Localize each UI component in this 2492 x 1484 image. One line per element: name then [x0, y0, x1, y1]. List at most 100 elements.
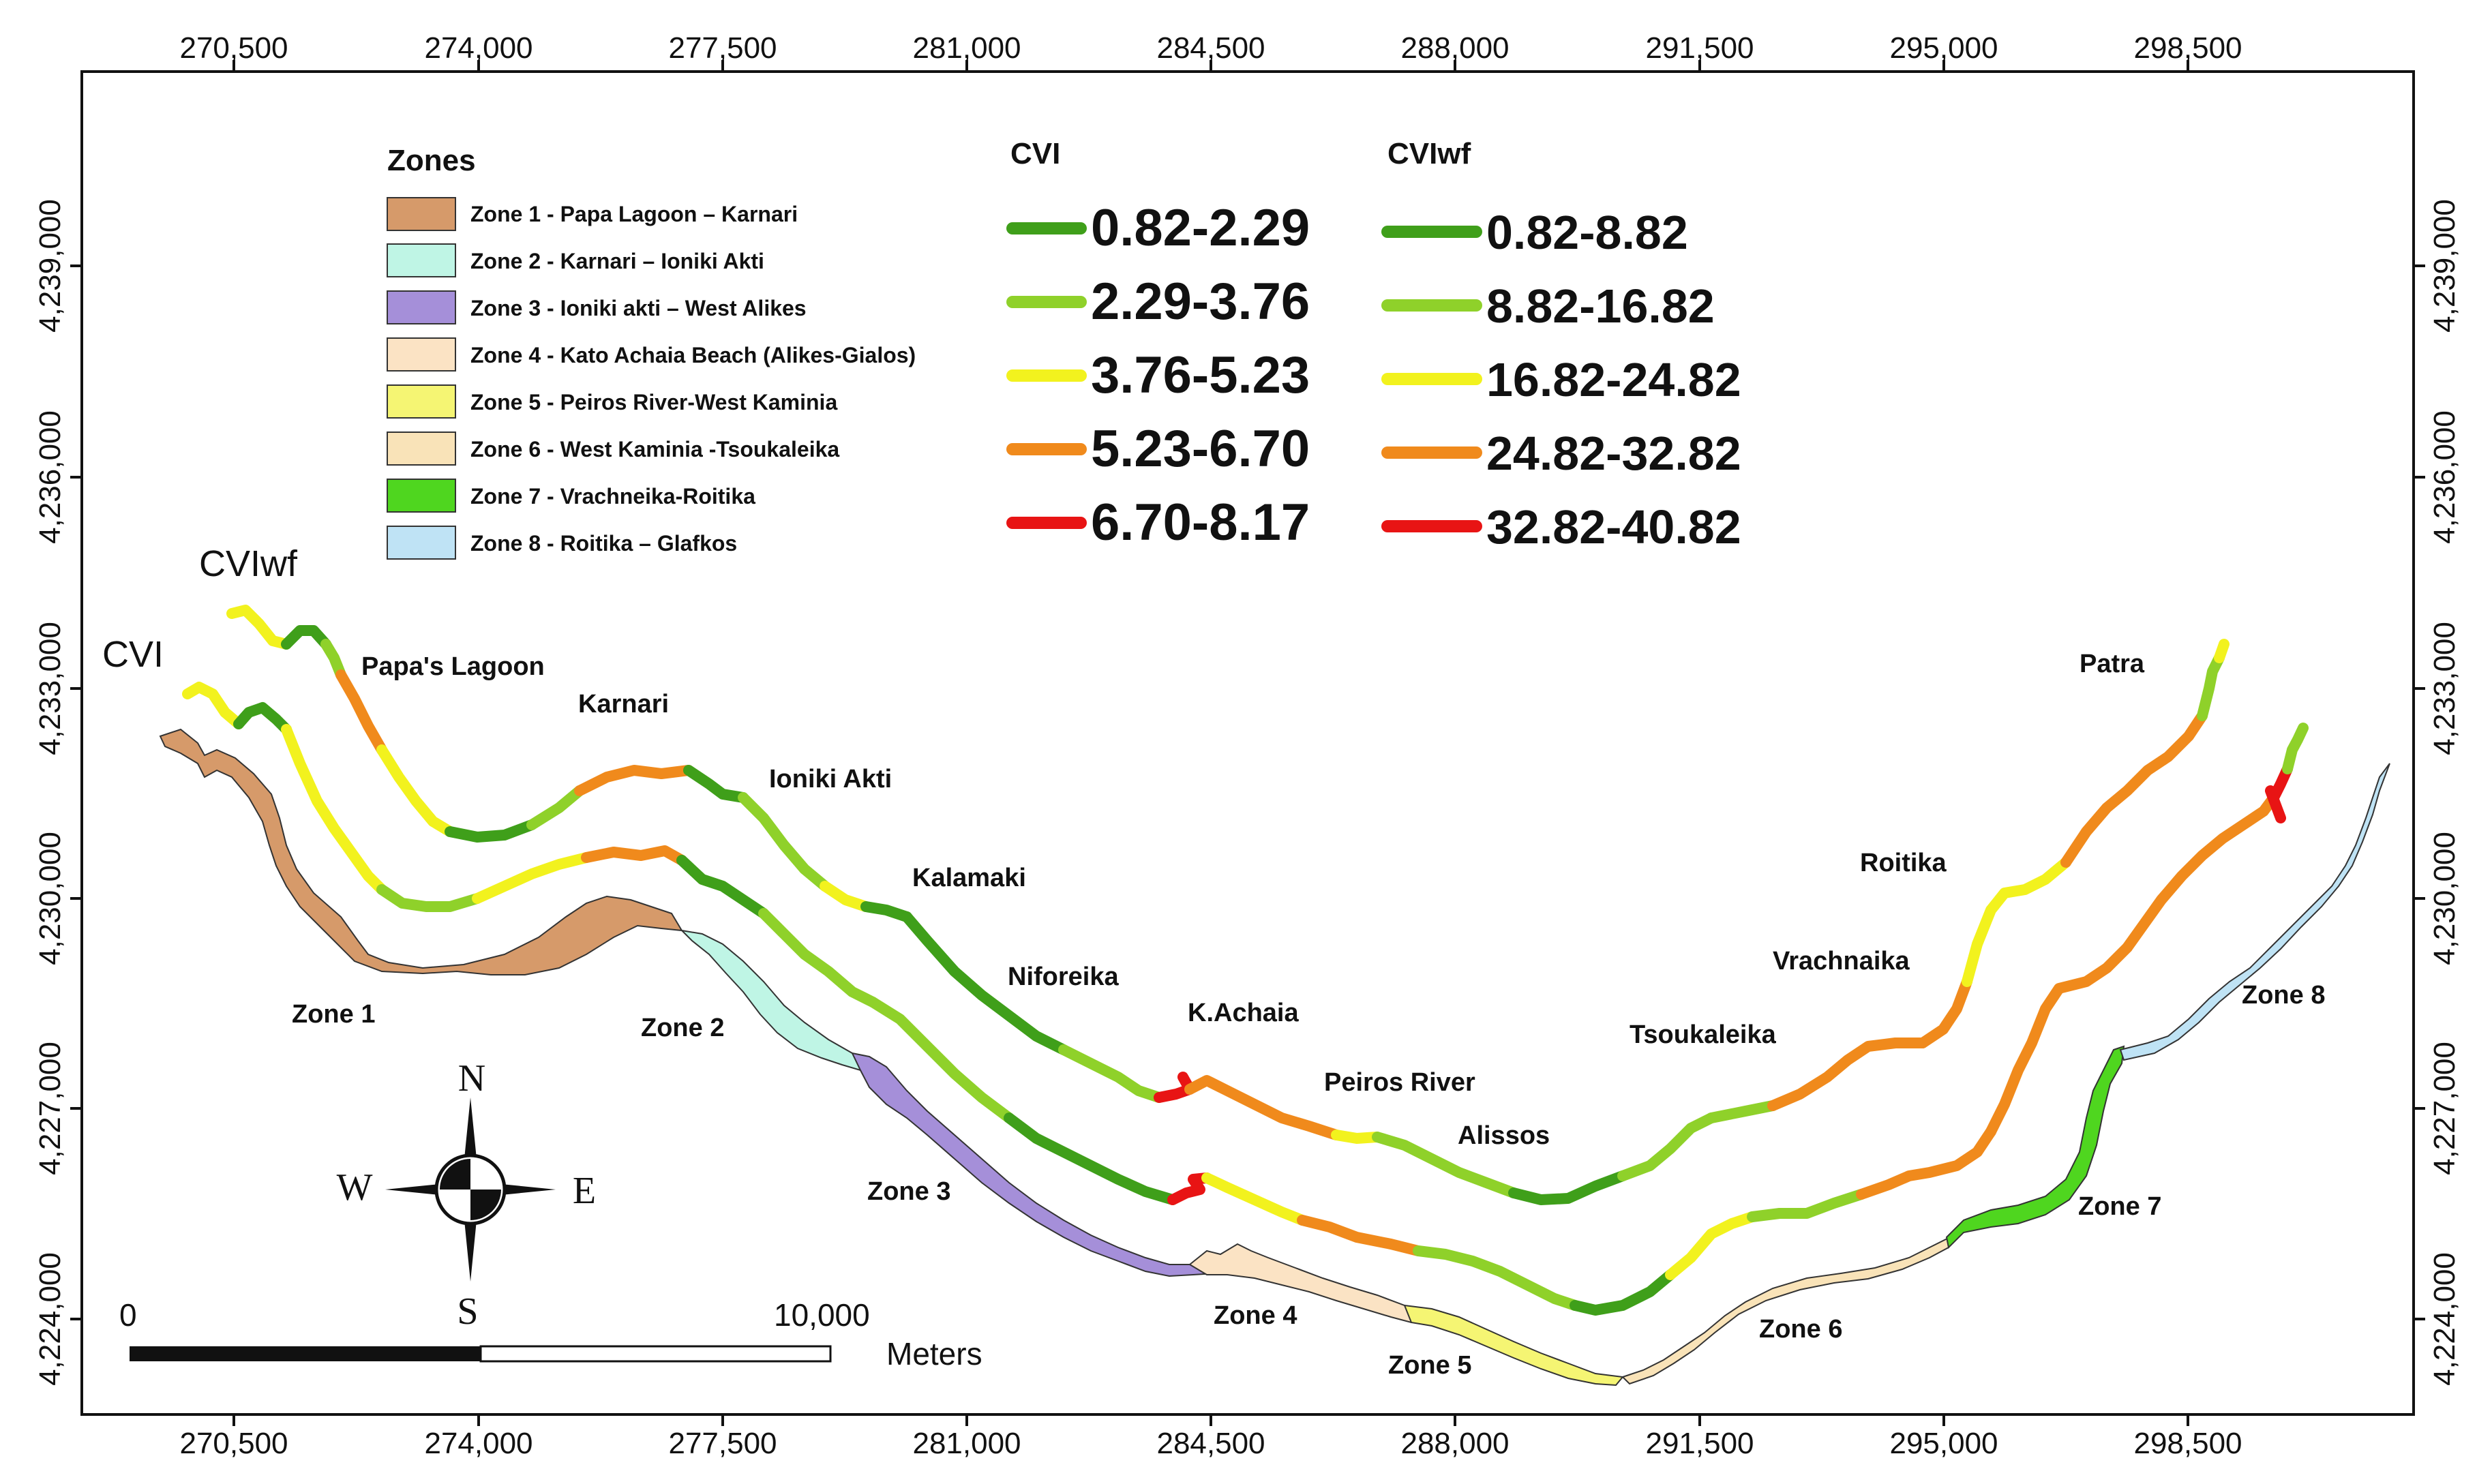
y-tick-right-1: 4,239,000: [2428, 199, 2461, 333]
cviwf-class-4: 24.82-32.82: [1486, 427, 1741, 480]
zone-label-4: Zone 4: [1214, 1301, 1297, 1330]
place-niforeika: Niforeika: [1008, 963, 1119, 991]
cviwf-class-3: 16.82-24.82: [1486, 353, 1741, 406]
x-tick-top-9: 298,500: [2133, 31, 2242, 65]
y-tick-left-4: 4,230,000: [33, 832, 67, 965]
cvi-seg-17: [1747, 1189, 1867, 1222]
x-tick-bottom-6: 288,000: [1400, 1427, 1509, 1460]
zone-3-legend-label: Zone 3 - Ioniki akti – West Alikes: [470, 296, 807, 320]
x-ticks-bottom: [232, 1414, 2189, 1426]
x-tick-top-5: 284,500: [1156, 31, 1265, 65]
cviwf-legend-swatches: [1381, 226, 1482, 532]
place-kalamaki: Kalamaki: [912, 864, 1026, 892]
x-tick-top-8: 295,000: [1889, 31, 1998, 65]
x-tick-bottom-3: 277,500: [668, 1427, 777, 1460]
cvi-seg-22: [2282, 723, 2309, 774]
zones-legend-title: Zones: [387, 144, 476, 177]
cviwf-seg-27: [2214, 639, 2230, 663]
cviwf-seg-23: [1917, 976, 1972, 1048]
cviwf-class-1: 0.82-8.82: [1486, 206, 1688, 259]
cvi-seg-12: [1201, 1172, 1308, 1226]
x-tick-bottom-7: 291,500: [1645, 1427, 1754, 1460]
zone-label-5: Zone 5: [1388, 1351, 1471, 1380]
cvi-seg-18: [1856, 1126, 1996, 1200]
cvi-class-2: 2.29-3.76: [1091, 273, 1310, 331]
cvi-seg-6: [581, 845, 687, 866]
cviwf-seg-16: [1184, 1075, 1342, 1140]
cviwf-seg-6: [445, 819, 537, 843]
cviwf-class-2: 8.82-16.82: [1486, 279, 1715, 333]
cvi-seg-4: [376, 884, 483, 912]
cviwf-line-label: CVIwf: [199, 543, 298, 584]
compass-west-label: W: [337, 1166, 373, 1209]
place-karnari: Karnari: [578, 690, 669, 718]
y-tick-left-1: 4,239,000: [33, 199, 67, 333]
cviwf-seg-15: [1154, 1072, 1195, 1103]
x-tick-top-1: 270,500: [179, 31, 288, 65]
zone-6-swatch: [387, 431, 456, 466]
cviwf-seg-5: [376, 744, 455, 837]
cviwf-seg-3: [320, 639, 346, 680]
cviwf-seg-8: [574, 765, 694, 796]
cvi-seg-1: [182, 682, 244, 729]
x-tick-bottom-5: 284,500: [1156, 1427, 1265, 1460]
compass-north-label: N: [458, 1057, 485, 1100]
cvi-seg-3: [281, 724, 387, 895]
zone-7-swatch: [387, 479, 456, 513]
cviwf-seg-7: [526, 785, 585, 830]
place-alissos: Alissos: [1458, 1121, 1550, 1150]
cvi-seg-16: [1665, 1211, 1758, 1280]
zone-1-swatch: [387, 197, 456, 231]
y-tick-left-3: 4,233,000: [33, 622, 67, 755]
cvi-seg-5: [472, 852, 592, 904]
zone-4-swatch: [387, 337, 456, 372]
cviwf-seg-26: [2197, 652, 2225, 721]
cvi-seg-23: [2265, 785, 2286, 823]
cvi-seg-13: [1297, 1215, 1424, 1256]
x-tick-top-2: 274,000: [424, 31, 532, 65]
cviwf-seg-12: [860, 901, 912, 922]
cviwf-seg-2: [281, 625, 331, 650]
place-peiros-river: Peiros River: [1324, 1068, 1475, 1097]
y-tick-left-6: 4,224,000: [33, 1252, 67, 1386]
cvi-legend-title: CVI: [1010, 137, 1060, 170]
zone-8-polygon: [2119, 763, 2390, 1061]
zone-8-legend-label: Zone 8 - Roitika – Glafkos: [470, 531, 737, 556]
zone-4-legend-label: Zone 4 - Kato Achaia Beach (Alikes-Gialo…: [470, 343, 916, 367]
x-ticks-top: [232, 60, 2189, 72]
zone-1-legend-label: Zone 1 - Papa Lagoon – Karnari: [470, 202, 798, 226]
cvi-line: [182, 682, 2309, 1316]
scale-end-label: 10,000: [774, 1297, 870, 1333]
compass-rose-icon: [385, 1097, 556, 1282]
zone-6-legend-label: Zone 6 - West Kaminia -Tsoukaleika: [470, 437, 839, 461]
zone-label-6: Zone 6: [1759, 1315, 1842, 1344]
cvi-class-5: 6.70-8.17: [1091, 494, 1310, 551]
y-tick-right-5: 4,227,000: [2428, 1042, 2461, 1175]
zone-7-legend-label: Zone 7 - Vrachneika-Roitika: [470, 484, 755, 509]
cviwf-seg-4: [335, 669, 387, 755]
zone-label-1: Zone 1: [292, 1000, 375, 1029]
cviwf-seg-21: [1706, 1100, 1778, 1123]
compass-south-label: S: [457, 1290, 478, 1333]
zone-label-2: Zone 2: [641, 1014, 724, 1042]
zone-label-8: Zone 8: [2242, 981, 2325, 1010]
zone-3-swatch: [387, 290, 456, 324]
cviwf-line: [226, 605, 2230, 1205]
cviwf-seg-24: [1962, 857, 2071, 987]
y-tick-right-2: 4,236,000: [2428, 410, 2461, 544]
cviwf-seg-14: [1058, 1044, 1165, 1103]
x-tick-bottom-9: 298,500: [2133, 1427, 2242, 1460]
y-tick-left-2: 4,236,000: [33, 410, 67, 544]
x-tick-bottom-2: 274,000: [424, 1427, 532, 1460]
x-tick-top-3: 277,500: [668, 31, 777, 65]
cviwf-seg-17: [1331, 1130, 1383, 1144]
cviwf-seg-19: [1508, 1170, 1628, 1205]
cviwf-seg-11: [820, 881, 871, 912]
cviwf-seg-25: [2060, 710, 2208, 868]
cviwf-class-5: 32.82-40.82: [1486, 500, 1741, 554]
zone-2-legend-label: Zone 2 - Karnari – Ioniki Akti: [470, 249, 764, 273]
y-tick-right-6: 4,224,000: [2428, 1252, 2461, 1386]
zone-2-swatch: [387, 243, 456, 277]
zone-5-legend-label: Zone 5 - Peiros River-West Kaminia: [470, 390, 837, 414]
place-tsoukaleika: Tsoukaleika: [1630, 1020, 1777, 1049]
